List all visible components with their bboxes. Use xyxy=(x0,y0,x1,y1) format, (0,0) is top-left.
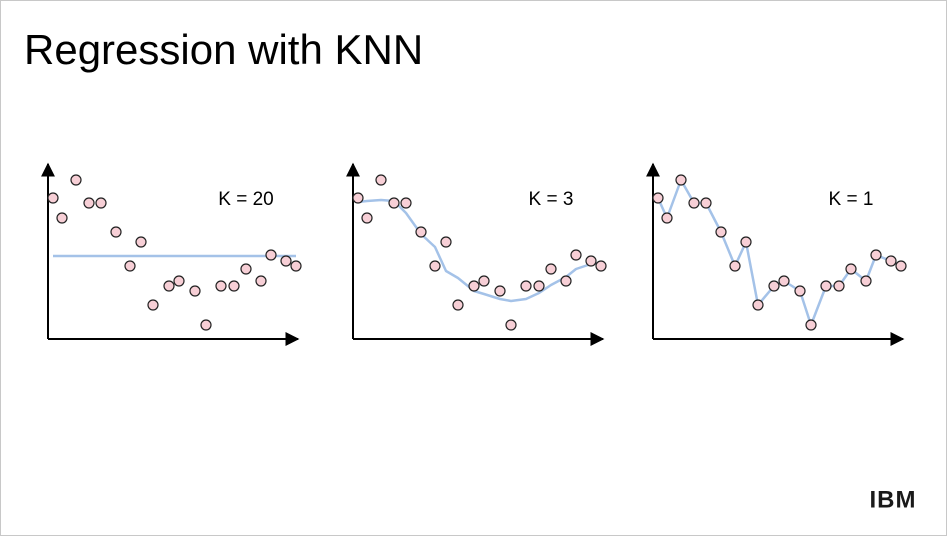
data-point xyxy=(352,192,364,204)
data-point xyxy=(494,285,506,297)
data-point xyxy=(820,280,832,292)
data-point xyxy=(215,280,227,292)
logo: IBM xyxy=(870,486,917,513)
data-point xyxy=(83,197,95,209)
data-point xyxy=(290,260,302,272)
data-point xyxy=(833,280,845,292)
data-point xyxy=(228,280,240,292)
data-point xyxy=(429,260,441,272)
data-point xyxy=(255,275,267,287)
data-point xyxy=(56,212,68,224)
data-point xyxy=(265,249,277,261)
data-point xyxy=(440,236,452,248)
data-point xyxy=(200,319,212,331)
data-point xyxy=(280,255,292,267)
data-point xyxy=(163,280,175,292)
data-point xyxy=(700,197,712,209)
data-point xyxy=(845,263,857,275)
data-point xyxy=(110,226,122,238)
data-point xyxy=(95,197,107,209)
data-point xyxy=(895,260,907,272)
data-point xyxy=(585,255,597,267)
data-point xyxy=(400,197,412,209)
data-point xyxy=(794,285,806,297)
annotation: K = 3 xyxy=(529,189,574,210)
data-point xyxy=(860,275,872,287)
data-point xyxy=(560,275,572,287)
annotation: K = 1 xyxy=(829,189,874,210)
data-point xyxy=(478,275,490,287)
data-point xyxy=(173,275,185,287)
data-point xyxy=(595,260,607,272)
data-point xyxy=(778,275,790,287)
data-point xyxy=(124,260,136,272)
data-point xyxy=(688,197,700,209)
data-point xyxy=(740,236,752,248)
data-point xyxy=(652,192,664,204)
data-point xyxy=(135,236,147,248)
data-point xyxy=(452,299,464,311)
data-point xyxy=(70,174,82,186)
data-point xyxy=(661,212,673,224)
data-point xyxy=(885,255,897,267)
data-point xyxy=(147,299,159,311)
data-point xyxy=(505,319,517,331)
data-point xyxy=(533,280,545,292)
data-point xyxy=(729,260,741,272)
data-point xyxy=(415,226,427,238)
data-point xyxy=(388,197,400,209)
data-point xyxy=(752,299,764,311)
data-point xyxy=(675,174,687,186)
data-point xyxy=(240,263,252,275)
data-point xyxy=(545,263,557,275)
data-point xyxy=(361,212,373,224)
data-point xyxy=(715,226,727,238)
data-point xyxy=(768,280,780,292)
data-point xyxy=(570,249,582,261)
data-point xyxy=(805,319,817,331)
data-point xyxy=(189,285,201,297)
annotation: K = 20 xyxy=(218,189,273,210)
data-point xyxy=(468,280,480,292)
data-point xyxy=(375,174,387,186)
data-point xyxy=(47,192,59,204)
data-point xyxy=(870,249,882,261)
slide-title: Regression with KNN xyxy=(24,26,423,73)
data-point xyxy=(520,280,532,292)
